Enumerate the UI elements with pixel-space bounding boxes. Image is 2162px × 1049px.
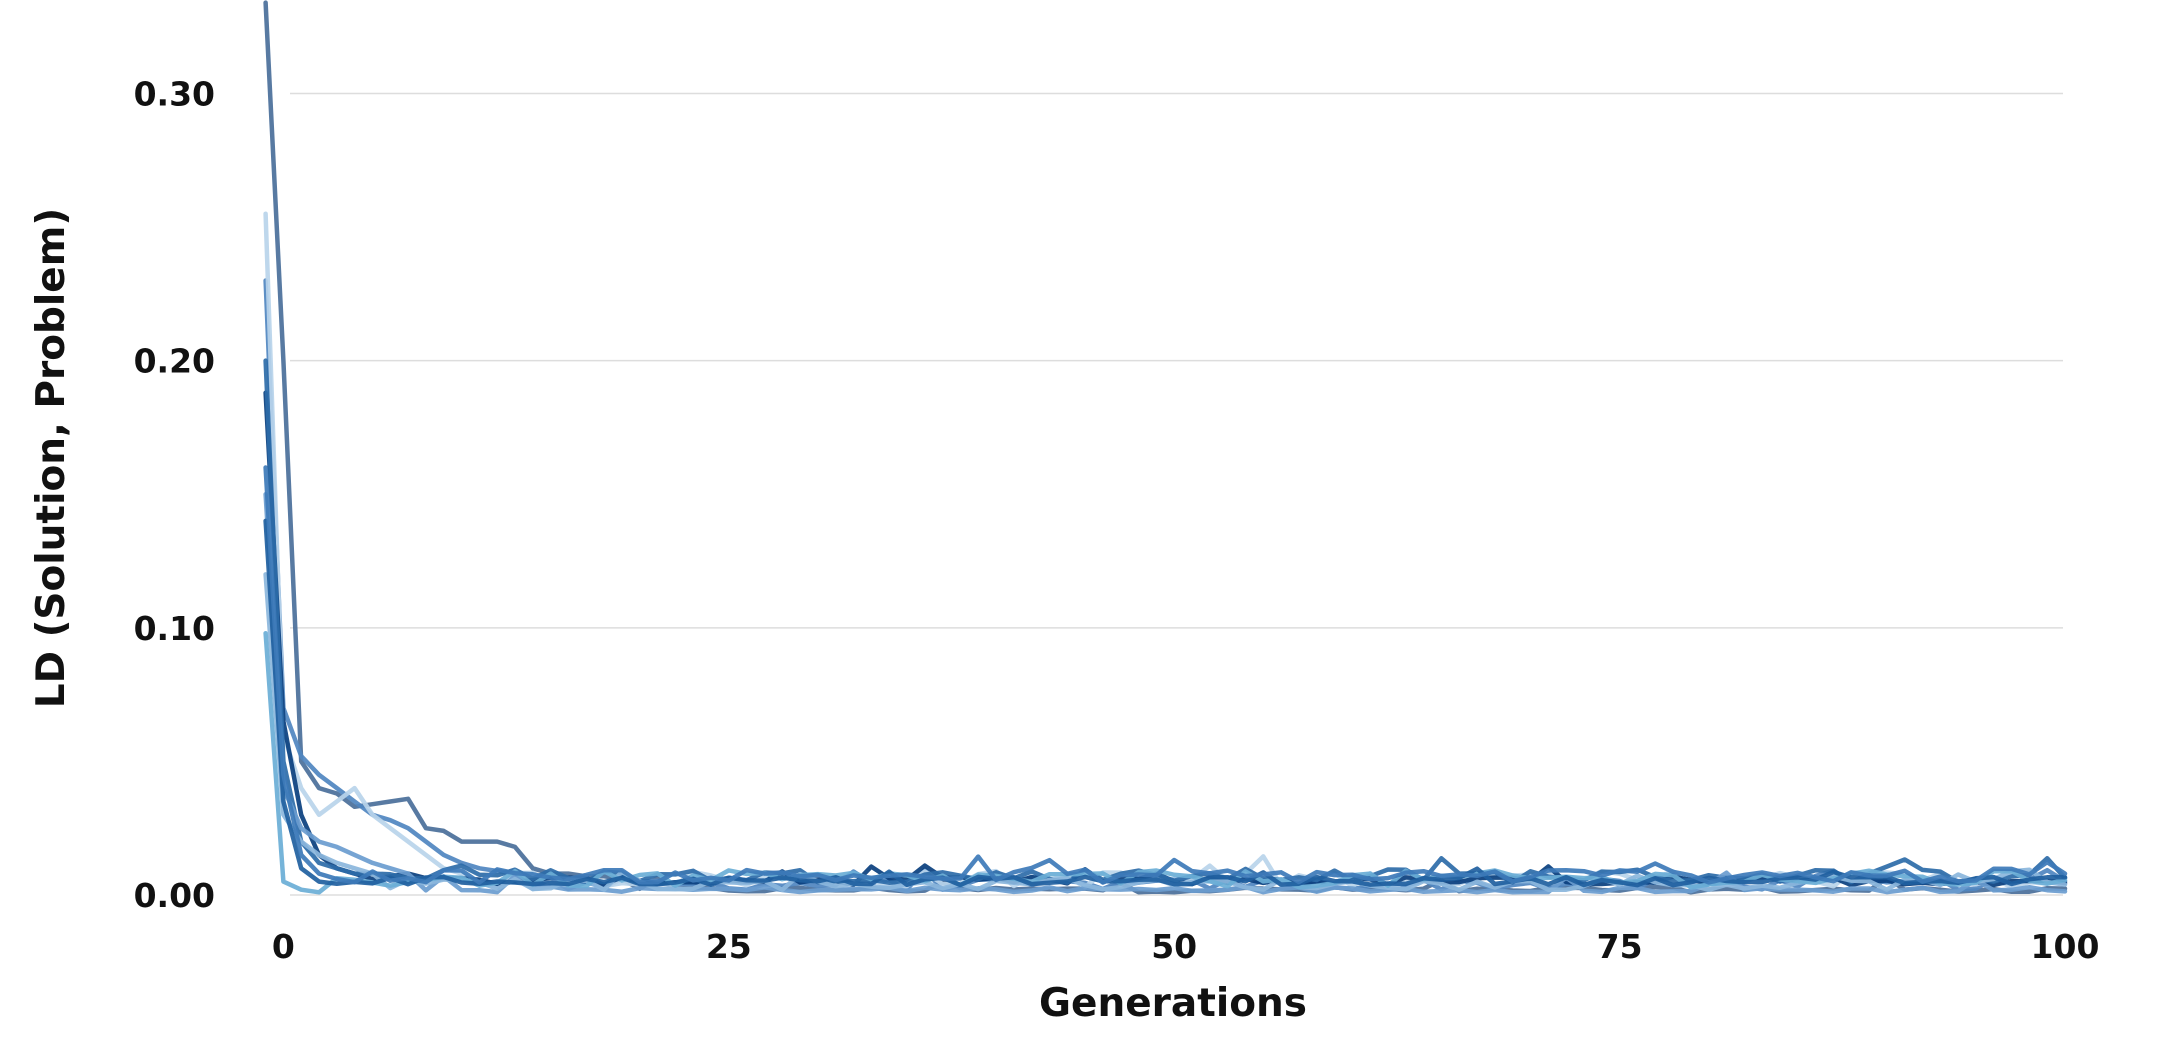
x-tick-label: 25 (706, 927, 752, 966)
series-line (263, 630, 2068, 895)
y-axis-title: LD (Solution, Problem) (29, 208, 74, 708)
y-axis-ticks: 0.00 0.10 0.20 0.30 (134, 74, 215, 915)
series-line (263, 278, 2068, 892)
series-line (263, 518, 2068, 888)
x-axis-title: Generations (1039, 981, 1307, 1026)
x-tick-label: 100 (2031, 927, 2100, 966)
y-tick-label: 0.10 (134, 609, 215, 648)
x-tick-label: 50 (1151, 927, 1197, 966)
series-line (263, 211, 2068, 890)
y-tick-label: 0.30 (134, 74, 215, 113)
y-tick-label: 0.00 (134, 876, 215, 915)
series-line (263, 572, 2068, 893)
series-line (263, 0, 2068, 895)
y-tick-label: 0.20 (134, 342, 215, 381)
x-tick-label: 75 (1597, 927, 1643, 966)
series-line (263, 390, 2068, 888)
series-lines (263, 0, 2068, 895)
series-line (263, 491, 2068, 895)
x-tick-label: 0 (272, 927, 295, 966)
series-line (263, 358, 2068, 885)
gridlines (290, 92, 2063, 896)
series-line (263, 465, 2068, 885)
x-axis-ticks: 0 25 50 75 100 (272, 927, 2100, 966)
